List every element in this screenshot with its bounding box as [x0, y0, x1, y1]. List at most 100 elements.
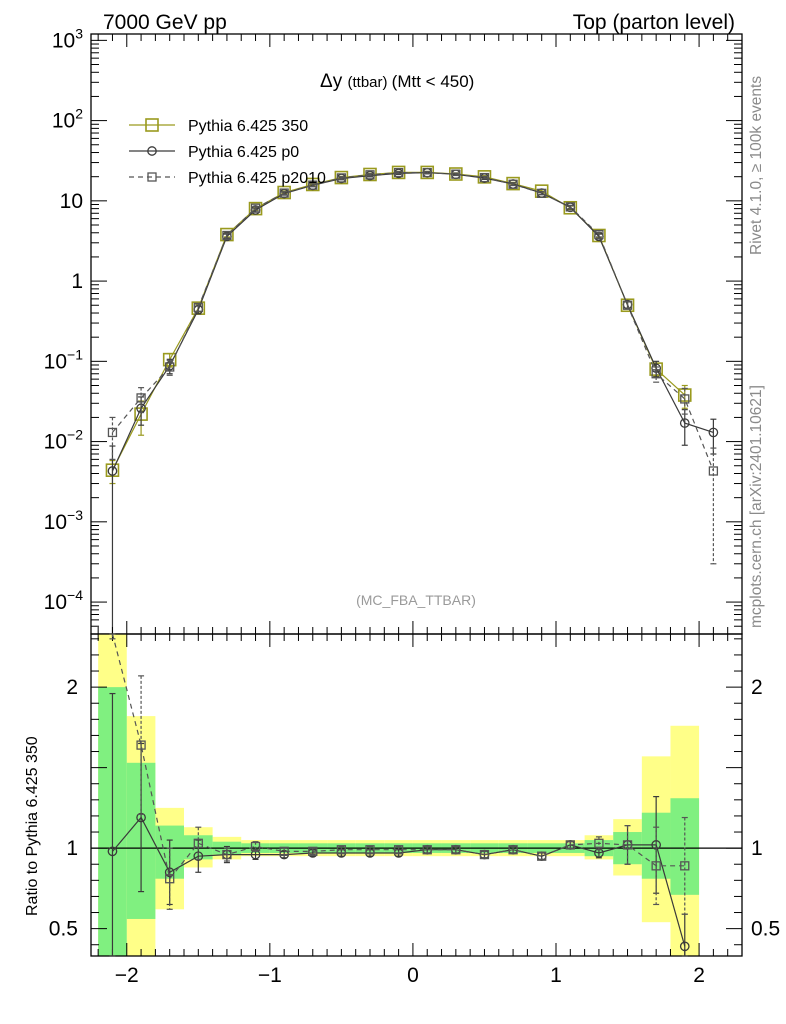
- data-point-marker: [508, 845, 518, 855]
- ratio-panel: −2 −1 0 1 2 0.5 0.5 1 1 2 2 Ratio to Pythia 6.425 3…: [24, 34, 780, 987]
- y-tick-label: 10−4: [44, 587, 84, 614]
- data-point-marker: [679, 418, 690, 428]
- data-point-marker: [107, 846, 118, 857]
- data-point-marker: [594, 838, 604, 848]
- data-point-marker: [708, 427, 719, 438]
- series-line: [111, 633, 685, 881]
- legend-label: Pythia 6.425 p0: [188, 144, 299, 161]
- data-point-marker: [537, 188, 547, 198]
- data-point-marker: [451, 169, 461, 179]
- data-point-marker: [592, 228, 606, 243]
- legend: Pythia 6.425 350 Pythia 6.425 p0 Pythia 6.…: [129, 118, 326, 187]
- x-tick-label: 1: [550, 964, 562, 987]
- data-point-marker: [422, 845, 432, 855]
- data-point-marker: [365, 170, 375, 180]
- y-tick-label: 102: [52, 106, 83, 133]
- data-point-marker: [165, 362, 175, 372]
- y-tick-label: 10: [60, 190, 83, 213]
- data-point-marker: [679, 941, 690, 952]
- data-point-marker: [193, 851, 204, 862]
- legend-label: Pythia 6.425 p2010: [188, 170, 326, 187]
- ratio-y-tick-label-right: 2: [751, 676, 763, 699]
- data-point-marker: [622, 300, 633, 310]
- data-point-marker: [565, 202, 575, 212]
- x-tick-label: −1: [258, 964, 282, 987]
- header-left-label: 7000 GeV pp: [103, 11, 227, 34]
- header-right-label: Top (parton level): [573, 11, 735, 34]
- ratio-y-tick-label: 1: [66, 837, 78, 860]
- data-point-marker: [164, 867, 175, 878]
- ratio-y-tick-label: 0.5: [49, 918, 78, 941]
- ratio-y-tick-label: 2: [66, 676, 78, 699]
- y-tick-label: 1: [71, 270, 83, 293]
- data-point-marker: [563, 200, 578, 215]
- data-point-marker: [651, 861, 661, 871]
- data-point-marker: [365, 845, 375, 855]
- data-point-marker: [708, 466, 719, 476]
- data-point-marker: [680, 394, 690, 404]
- y-tick-label: 103: [52, 25, 83, 52]
- rivet-version-label: Rivet 4.1.0, ≥ 100k events: [748, 76, 765, 255]
- data-point-marker: [336, 845, 347, 855]
- ratio-plot-frame: [90, 633, 743, 957]
- data-point-marker: [222, 230, 232, 241]
- series-10-group: [107, 692, 690, 957]
- data-point-marker: [147, 146, 157, 156]
- data-point-marker: [222, 849, 232, 860]
- plot-title: Δy (ttbar) (Mtt < 450): [320, 71, 474, 92]
- data-point-marker: [622, 840, 633, 850]
- data-point-marker: [308, 846, 318, 856]
- data-point-marker: [451, 845, 461, 855]
- data-point-marker: [651, 369, 661, 379]
- analysis-watermark: (MC_FBA_TTBAR): [356, 592, 476, 608]
- series-1-group: [107, 167, 719, 635]
- x-tick-label: 0: [407, 964, 419, 987]
- series-11-group: [109, 633, 690, 915]
- data-point-marker: [620, 298, 635, 313]
- series-2-group: [107, 167, 719, 565]
- data-point-marker: [136, 393, 146, 403]
- data-point-marker: [250, 841, 261, 852]
- data-point-marker: [422, 167, 432, 178]
- ratio-y-axis-label: Ratio to Pythia 6.425 350: [24, 736, 41, 916]
- ratio-y-tick-label-right: 0.5: [751, 918, 780, 941]
- legend-label: Pythia 6.425 350: [188, 118, 308, 135]
- series-line: [112, 172, 714, 472]
- y-tick-label: 10−3: [44, 507, 84, 534]
- data-point-marker: [145, 118, 159, 132]
- series-line: [111, 172, 714, 472]
- data-point-marker: [193, 838, 203, 848]
- mcplots-source-label: mcplots.cern.ch [arXiv:2401.10621]: [748, 385, 765, 628]
- x-tick-label: 2: [693, 964, 705, 987]
- data-point-marker: [279, 188, 289, 198]
- x-tick-label: −2: [115, 964, 139, 987]
- data-point-marker: [479, 172, 490, 183]
- data-point-marker: [393, 167, 404, 178]
- data-point-marker: [279, 846, 289, 856]
- data-point-marker: [506, 176, 520, 191]
- data-point-marker: [308, 180, 318, 190]
- series-0-group: [105, 165, 692, 485]
- data-point-marker: [393, 845, 404, 855]
- data-point-marker: [565, 840, 575, 850]
- data-point-marker: [336, 173, 347, 183]
- series-line: [111, 171, 686, 471]
- data-point-marker: [193, 302, 203, 313]
- ratio-y-tick-label-right: 1: [751, 837, 763, 860]
- data-point-marker: [277, 185, 291, 200]
- data-point-marker: [165, 874, 175, 884]
- data-point-marker: [594, 229, 604, 240]
- data-point-marker: [107, 427, 118, 438]
- y-tick-label: 10−2: [44, 427, 84, 454]
- data-point-marker: [147, 172, 157, 182]
- data-point-marker: [250, 203, 261, 213]
- data-point-marker: [136, 740, 146, 750]
- data-point-marker: [508, 179, 518, 189]
- data-point-marker: [680, 861, 690, 871]
- data-point-marker: [479, 849, 490, 860]
- data-point-marker: [537, 851, 547, 861]
- y-tick-label: 10−1: [44, 346, 84, 373]
- data-point-marker: [107, 466, 118, 476]
